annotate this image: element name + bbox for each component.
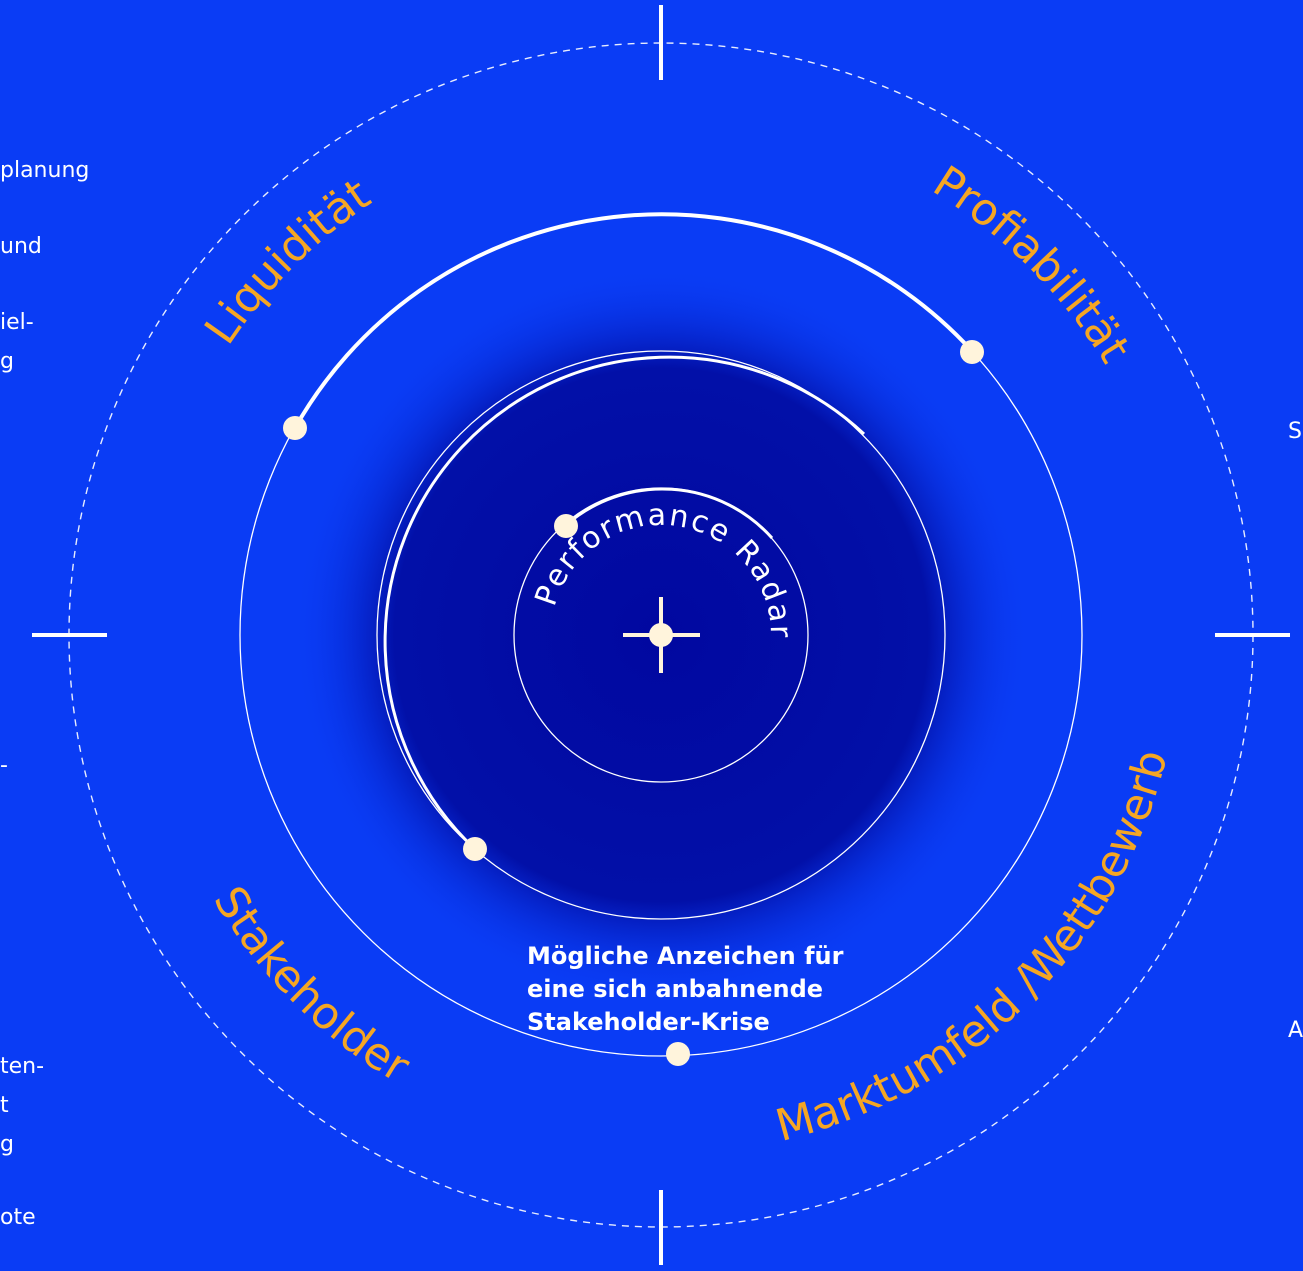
left-fragment-2: und xyxy=(0,234,42,259)
left-fragment-6: ten- xyxy=(0,1054,45,1079)
ring-middle-highlight xyxy=(383,355,866,851)
marker-middle-bottom-left xyxy=(463,837,487,861)
caption-line-2: eine sich anbahnende xyxy=(527,975,824,1003)
ring-middle xyxy=(376,350,946,920)
caption-line-3: Stakeholder-Krise xyxy=(527,1008,770,1036)
ring-inner-highlight xyxy=(565,487,774,540)
left-fragment-4: g xyxy=(0,349,14,374)
left-fragment-3: iel- xyxy=(0,310,34,335)
caption-line-1: Mögliche Anzeichen für xyxy=(527,942,844,970)
left-fragment-8: g xyxy=(0,1132,14,1157)
left-fragment-7: t xyxy=(0,1093,9,1118)
ring-large-highlight xyxy=(293,212,974,429)
left-fragment-9: ote xyxy=(0,1205,36,1230)
marker-inner-top-left xyxy=(554,514,578,538)
center-dot xyxy=(649,623,673,647)
left-fragment-5: - xyxy=(0,753,8,778)
right-fragment-2: A xyxy=(1288,1018,1303,1043)
left-fragment-1: planung xyxy=(0,158,90,183)
right-fragment-1: S xyxy=(1288,419,1302,444)
marker-large-top-right xyxy=(960,340,984,364)
marker-large-bottom xyxy=(666,1042,690,1066)
crisis-caption: Mögliche Anzeichen für eine sich anbahne… xyxy=(527,940,887,1039)
marker-large-left xyxy=(283,416,307,440)
